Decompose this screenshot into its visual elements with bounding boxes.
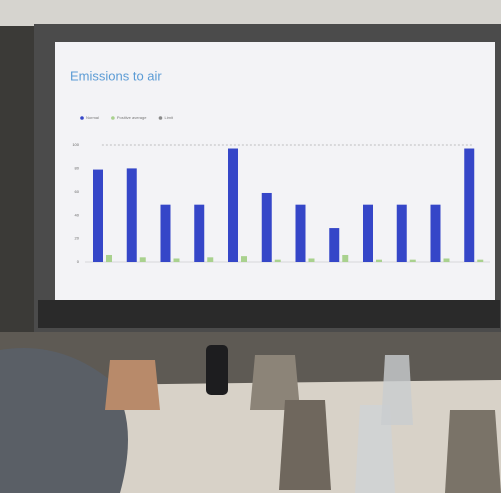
bar: [228, 148, 238, 262]
bar: [93, 169, 103, 262]
y-tick-label: 40: [75, 212, 80, 217]
carafe: [381, 355, 413, 425]
legend-label: Positive average: [117, 115, 147, 120]
bar: [329, 228, 340, 262]
bar: [308, 258, 315, 262]
bar: [241, 256, 247, 262]
bar: [430, 204, 441, 262]
y-tick-label: 80: [75, 165, 80, 170]
bottle: [206, 345, 228, 395]
bar: [261, 192, 272, 262]
person: [0, 348, 128, 493]
bar: [363, 204, 373, 262]
bar: [274, 259, 281, 262]
bar: [376, 259, 382, 262]
bar: [464, 148, 475, 262]
ceiling: [0, 0, 501, 26]
legend-label: Limit: [164, 115, 173, 120]
y-tick-label: 0: [77, 259, 80, 264]
bar: [207, 257, 214, 262]
y-tick-label: 60: [75, 189, 80, 194]
bar: [173, 258, 180, 262]
bar: [160, 204, 171, 262]
bar: [409, 259, 416, 262]
legend-label: Normal: [86, 115, 99, 120]
bar: [443, 258, 450, 262]
thermos: [279, 400, 331, 490]
chart: 0 20 40 60 80 100 Normal Positive average Limit: [72, 115, 490, 264]
bar: [139, 257, 146, 262]
bar: [396, 204, 407, 262]
bar: [106, 254, 112, 262]
thermos: [250, 355, 300, 410]
legend-swatch: [80, 116, 84, 120]
chart-title: Emissions to air: [70, 68, 162, 83]
bar: [194, 204, 205, 262]
y-tick-label: 20: [75, 236, 80, 241]
bar: [126, 168, 137, 262]
y-tick-label: 100: [72, 142, 79, 147]
thermos: [445, 410, 501, 493]
legend-swatch: [111, 116, 115, 120]
screen-footer: [38, 300, 500, 328]
bar: [295, 204, 306, 262]
bar: [477, 259, 484, 262]
carafe: [355, 405, 395, 493]
bar: [342, 254, 349, 262]
legend-swatch: [158, 116, 163, 120]
cup: [105, 360, 160, 410]
